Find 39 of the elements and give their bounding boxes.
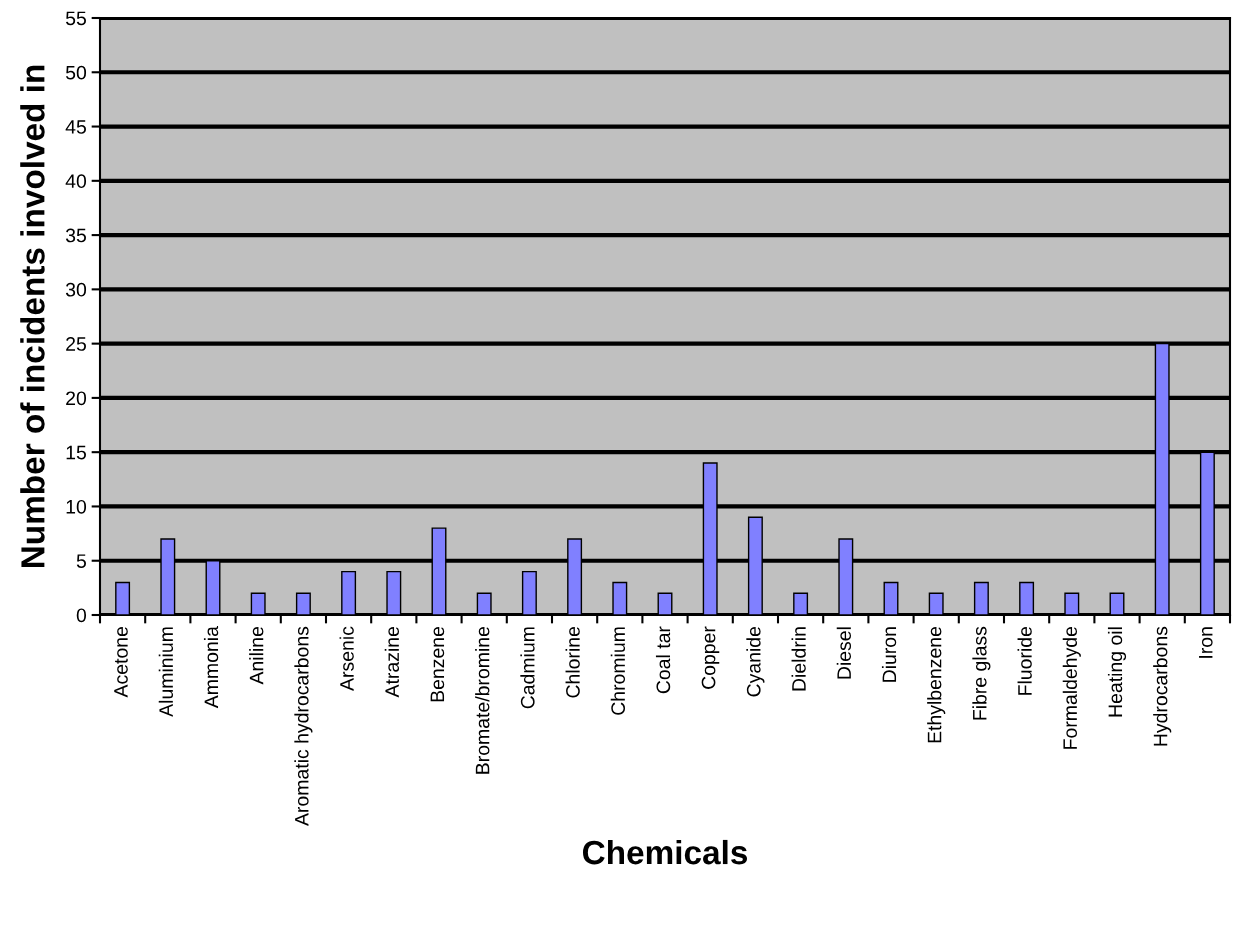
x-tick-label: Ammonia bbox=[203, 626, 219, 709]
y-tick-label: 55 bbox=[65, 11, 86, 26]
x-tick-label: Coal tar bbox=[655, 626, 671, 694]
x-tick-label: Formaldehyde bbox=[1062, 626, 1081, 749]
x-tick-label: Acetone bbox=[114, 626, 128, 698]
y-tick-label: 45 bbox=[65, 120, 86, 134]
x-tick-label: Arsenic bbox=[339, 626, 354, 691]
x-tick-label: Dieldrin bbox=[791, 627, 806, 691]
x-tick-label: Cyanide bbox=[746, 626, 765, 697]
y-tick-label: 35 bbox=[65, 228, 86, 243]
y-tick-label: 50 bbox=[65, 65, 87, 80]
x-tick-label: Hydrocarbons bbox=[1153, 626, 1172, 746]
x-tick-label: Cadmium bbox=[520, 627, 535, 709]
x-tick-label: Bromate/bromine bbox=[475, 626, 490, 774]
x-axis-title: Chemicals bbox=[583, 839, 748, 865]
x-tick-label: Heating oil bbox=[1107, 627, 1127, 717]
x-tick-label: Ethylbenzene bbox=[927, 626, 946, 743]
x-tick-label: Copper bbox=[701, 626, 720, 689]
x-tick-label: Aniline bbox=[249, 626, 264, 685]
y-axis-title: Number of incidents involved in bbox=[20, 65, 45, 568]
y-tick-label: 25 bbox=[66, 337, 86, 351]
x-tick-label: Aluminium bbox=[158, 627, 174, 717]
y-tick-label: 15 bbox=[66, 445, 86, 460]
x-tick-label: Atrazine bbox=[384, 626, 400, 698]
y-tick-label: 10 bbox=[66, 499, 87, 514]
x-tick-label: Chromium bbox=[610, 627, 626, 715]
x-tick-label: Diuron bbox=[881, 627, 897, 682]
y-tick-label: 20 bbox=[66, 391, 87, 406]
y-tick-label: 30 bbox=[65, 282, 87, 297]
x-tick-label: Fluoride bbox=[1017, 626, 1032, 695]
y-tick-label: 40 bbox=[65, 174, 87, 189]
x-tick-label: Aromatic hydrocarbons bbox=[294, 626, 313, 826]
y-tick-label: 0 bbox=[76, 608, 87, 623]
x-tick-label: Diesel bbox=[836, 627, 852, 679]
x-tick-label: Fibre glass bbox=[972, 626, 991, 720]
x-tick-label: Chlorine bbox=[565, 626, 580, 698]
x-tick-label: Benzene bbox=[430, 626, 445, 702]
x-tick-label: Iron bbox=[1199, 627, 1213, 658]
y-tick-label: 5 bbox=[76, 554, 86, 568]
